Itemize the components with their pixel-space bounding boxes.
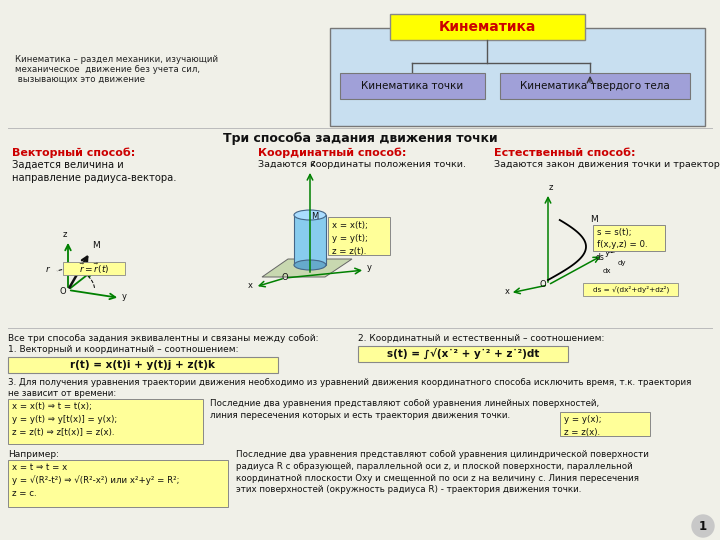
Text: $\vec{r}=\vec{r}(t)$: $\vec{r}=\vec{r}(t)$ [79,261,109,275]
Text: Кинематика твердого тела: Кинематика твердого тела [520,81,670,91]
Text: z = c.: z = c. [12,489,37,498]
Text: механическое  движение без учета сил,: механическое движение без учета сил, [15,65,200,74]
Text: Задается величина и
направление радиуса-вектора.: Задается величина и направление радиуса-… [12,160,176,183]
Ellipse shape [294,210,326,220]
Text: Кинематика – раздел механики, изучающий: Кинематика – раздел механики, изучающий [15,55,218,64]
Text: y: y [122,292,127,301]
Text: z = z(t).: z = z(t). [332,247,366,256]
FancyBboxPatch shape [294,215,326,265]
Text: Задаются закон движения точки и траектория.: Задаются закон движения точки и траектор… [494,160,720,169]
Text: r(t) = x(t)i + y(t)j + z(t)k: r(t) = x(t)i + y(t)j + z(t)k [71,360,215,370]
FancyBboxPatch shape [8,460,228,507]
Text: x = x(t) ⇒ t = t(x);
y = y(t) ⇒ y[t(x)] = y(x);
z = z(t) ⇒ z[t(x)] = z(x).: x = x(t) ⇒ t = t(x); y = y(t) ⇒ y[t(x)] … [12,402,117,437]
Text: x: x [505,287,510,296]
Text: Все три способа задания эквивалентны и связаны между собой:: Все три способа задания эквивалентны и с… [8,334,318,343]
Text: вызывающих это движение: вызывающих это движение [15,75,145,84]
Text: Задаются координаты положения точки.: Задаются координаты положения точки. [258,160,466,169]
FancyBboxPatch shape [500,73,690,99]
FancyBboxPatch shape [593,225,665,251]
Text: 3. Для получения уравнения траектории движения необходимо из уравнений движения : 3. Для получения уравнения траектории дв… [8,378,691,387]
Text: z: z [63,230,68,239]
FancyBboxPatch shape [340,73,485,99]
Text: y = y(t);: y = y(t); [332,234,368,243]
FancyBboxPatch shape [560,412,650,436]
Text: 1: 1 [699,519,707,532]
Text: O: O [60,287,67,296]
Text: dy: dy [618,260,626,266]
Text: M: M [311,212,318,221]
Text: dx: dx [603,268,611,274]
Text: y = y(x);
z = z(x).: y = y(x); z = z(x). [564,415,602,436]
Text: Последние два уравнения представляют собой уравнения цилиндрической поверхности
: Последние два уравнения представляют соб… [236,450,649,495]
Text: r: r [46,265,50,274]
Text: не зависит от времени:: не зависит от времени: [8,389,116,398]
Text: dz: dz [608,248,616,254]
Text: Кинематика точки: Кинематика точки [361,81,463,91]
Text: Естественный способ:: Естественный способ: [494,148,636,158]
Polygon shape [262,259,352,277]
Text: z: z [311,159,315,168]
Text: y: y [605,248,610,257]
Text: 2. Координатный и естественный – соотношением:: 2. Координатный и естественный – соотнош… [358,334,604,343]
Text: Последние два уравнения представляют собой уравнения линейных поверхностей,
лини: Последние два уравнения представляют соб… [210,399,599,420]
FancyBboxPatch shape [8,399,203,444]
Text: x: x [248,281,253,290]
FancyBboxPatch shape [328,217,390,255]
FancyBboxPatch shape [583,283,678,296]
Text: y = √(R²-t²) ⇒ √(R²-x²) или x²+y² = R²;: y = √(R²-t²) ⇒ √(R²-x²) или x²+y² = R²; [12,475,179,484]
Text: z: z [549,183,554,192]
Text: s = s(t);: s = s(t); [597,228,631,237]
FancyBboxPatch shape [390,14,585,40]
Text: x = t ⇒ t = x: x = t ⇒ t = x [12,463,67,472]
Text: O: O [282,273,289,282]
Text: Кинематика: Кинематика [438,20,536,34]
Text: s(t) = ∫√(x˙² + y˙² + z˙²)dt: s(t) = ∫√(x˙² + y˙² + z˙²)dt [387,348,539,360]
Text: ds = √(dx²+dy²+dz²): ds = √(dx²+dy²+dz²) [593,286,669,293]
FancyBboxPatch shape [63,262,125,275]
Text: Векторный способ:: Векторный способ: [12,148,135,159]
Ellipse shape [294,260,326,270]
Circle shape [692,515,714,537]
FancyBboxPatch shape [330,28,705,126]
Text: Например:: Например: [8,450,59,459]
Text: M: M [590,215,598,224]
Text: f(x,y,z) = 0.: f(x,y,z) = 0. [597,240,647,249]
Text: M: M [92,241,100,250]
FancyBboxPatch shape [358,346,568,362]
Text: Три способа задания движения точки: Три способа задания движения точки [222,132,498,145]
Text: O: O [540,280,546,289]
Text: x: x [99,262,104,271]
Text: y: y [367,263,372,272]
Text: Координатный способ:: Координатный способ: [258,148,406,159]
Text: x = x(t);: x = x(t); [332,221,368,230]
FancyBboxPatch shape [8,357,278,373]
Text: ds: ds [596,253,605,262]
Text: 1. Векторный и координатный – соотношением:: 1. Векторный и координатный – соотношени… [8,345,238,354]
